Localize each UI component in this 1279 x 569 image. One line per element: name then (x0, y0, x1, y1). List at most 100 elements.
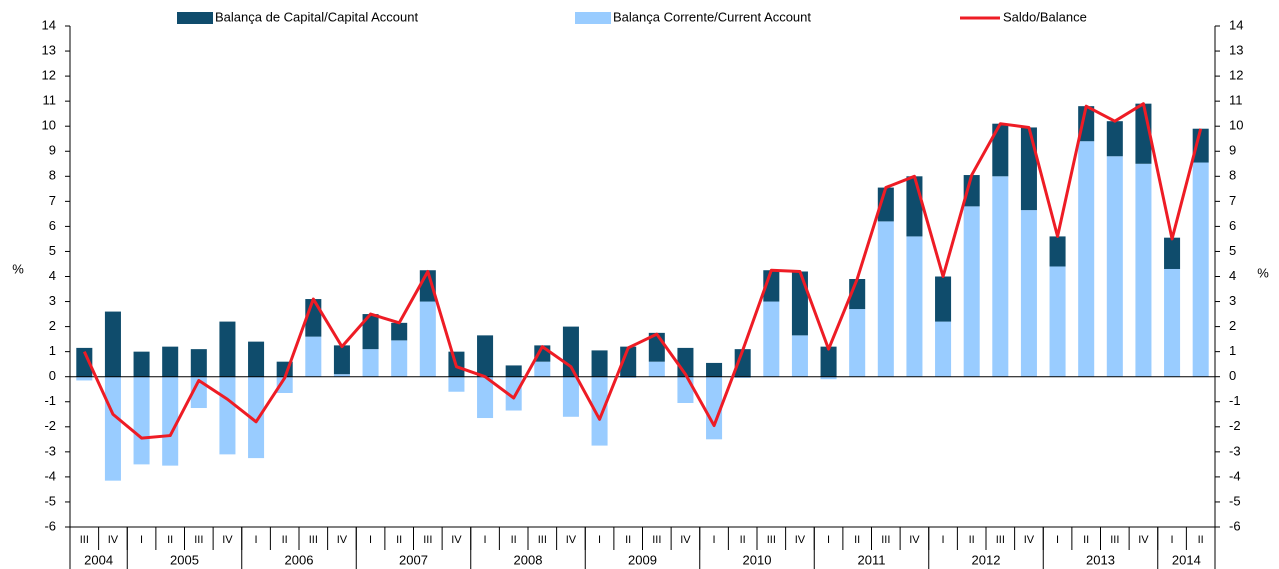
x-tick-label: IV (680, 534, 691, 546)
bar (104, 311, 121, 377)
x-tick-label: I (598, 534, 601, 546)
bar (906, 176, 923, 237)
bar (505, 376, 522, 411)
y2-tick-label: -4 (1229, 468, 1241, 483)
bar (963, 175, 980, 207)
x-tick-label: IV (566, 534, 577, 546)
bar (562, 376, 579, 417)
bar (333, 374, 350, 377)
x-tick-label: I (942, 534, 945, 546)
legend-swatch (575, 12, 611, 24)
bar (734, 349, 751, 377)
x-group-label: 2005 (170, 552, 199, 567)
y2-tick-label: 1 (1229, 343, 1236, 358)
x-tick-label: II (740, 534, 746, 546)
y-tick-label: 4 (49, 268, 56, 283)
y2-tick-label: -5 (1229, 493, 1241, 508)
bar (276, 376, 293, 393)
x-tick-label: III (80, 534, 89, 546)
bar (763, 301, 780, 377)
y-tick-label: -3 (44, 443, 56, 458)
line (82, 102, 1203, 440)
legend-label: Balança de Capital/Capital Account (215, 9, 418, 24)
bar (963, 206, 980, 377)
bar (791, 271, 808, 336)
bar (906, 236, 923, 377)
x-tick-label: IV (222, 534, 233, 546)
y2-tick-label: -6 (1229, 518, 1241, 533)
bar (935, 276, 952, 322)
y-tick-label: -5 (44, 493, 56, 508)
x-tick-label: IV (108, 534, 119, 546)
x-tick-label: I (1171, 534, 1174, 546)
bar (1020, 127, 1037, 211)
bar (133, 351, 150, 377)
x-tick-label: IV (909, 534, 920, 546)
y-tick-label: 7 (49, 193, 56, 208)
bar (820, 376, 837, 380)
bar (104, 376, 121, 481)
bar (591, 376, 608, 446)
y2-tick-label: 11 (1229, 93, 1243, 108)
x-tick-label: II (396, 534, 402, 546)
x-tick-label: IV (1138, 534, 1149, 546)
x-tick-label: IV (451, 534, 462, 546)
x-tick-label: II (167, 534, 173, 546)
x-tick-label: II (1083, 534, 1089, 546)
bar (248, 341, 265, 377)
bar (76, 347, 93, 377)
x-tick-label: II (625, 534, 631, 546)
bar (677, 376, 694, 404)
x-tick-label: II (282, 534, 288, 546)
x-tick-label: III (767, 534, 776, 546)
x-group-label: 2004 (84, 552, 113, 567)
bar (992, 176, 1009, 377)
x-group-label: 2007 (399, 552, 428, 567)
y-tick-label: 8 (49, 168, 56, 183)
y-tick-label: 6 (49, 218, 56, 233)
y2-axis-label: % (1257, 265, 1269, 280)
bar (706, 362, 723, 377)
bar (1135, 163, 1152, 377)
legend-swatch (177, 12, 213, 24)
bar (76, 376, 93, 381)
bar (391, 322, 408, 341)
y2-tick-label: -2 (1229, 418, 1241, 433)
bar (648, 361, 665, 377)
bar (190, 349, 207, 377)
y2-tick-label: 14 (1229, 17, 1243, 32)
x-tick-label: IV (337, 534, 348, 546)
bar (1049, 236, 1066, 267)
x-group-label: 2009 (628, 552, 657, 567)
y2-tick-label: -3 (1229, 443, 1241, 458)
x-group-label: 2010 (743, 552, 772, 567)
y-tick-label: 10 (42, 118, 56, 133)
x-tick-label: II (511, 534, 517, 546)
bar (1106, 156, 1123, 377)
x-group-label: 2011 (858, 552, 886, 567)
y2-tick-label: 7 (1229, 193, 1236, 208)
x-tick-label: I (255, 534, 258, 546)
bar (620, 376, 637, 378)
bar (1020, 210, 1037, 377)
y2-tick-label: 3 (1229, 293, 1236, 308)
bar (935, 321, 952, 377)
bar (849, 309, 866, 377)
legend-label: Balança Corrente/Current Account (613, 9, 811, 24)
y2-tick-label: 2 (1229, 318, 1236, 333)
x-tick-label: III (1110, 534, 1119, 546)
x-tick-label: II (1198, 534, 1204, 546)
x-tick-label: IV (795, 534, 806, 546)
x-group-label: 2008 (514, 552, 543, 567)
y2-tick-label: 8 (1229, 168, 1236, 183)
y-tick-label: 14 (42, 17, 56, 32)
y-axis-label: % (12, 261, 24, 276)
bar (1078, 106, 1095, 142)
bar (362, 349, 379, 377)
bar (1164, 268, 1181, 377)
bar (477, 376, 494, 419)
x-tick-label: IV (1024, 534, 1035, 546)
y-tick-label: -4 (44, 468, 56, 483)
y2-tick-label: 10 (1229, 118, 1243, 133)
